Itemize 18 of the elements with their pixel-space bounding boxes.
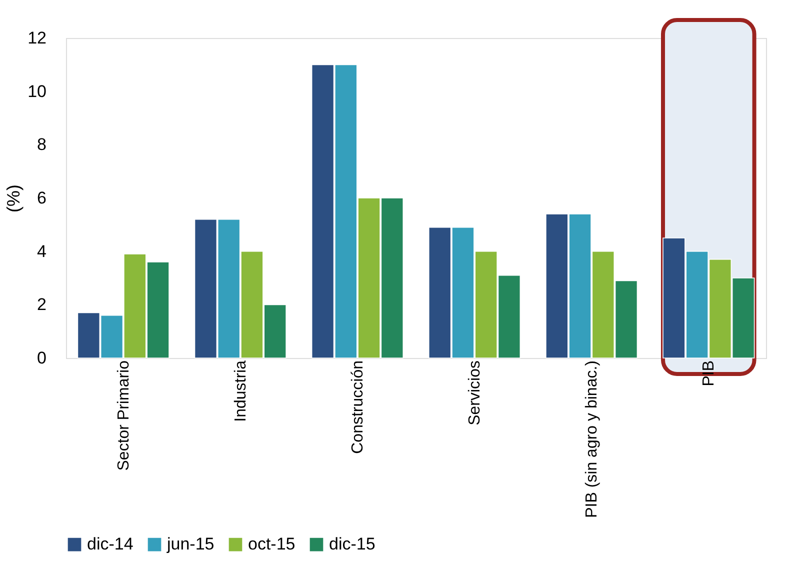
legend-label: dic-14	[87, 534, 134, 554]
legend-label: oct-15	[248, 534, 296, 554]
y-tick-label: 8	[37, 135, 46, 154]
x-tick-label: PIB	[700, 360, 718, 386]
y-tick-label: 2	[37, 295, 46, 314]
legend-label: dic-15	[329, 534, 376, 554]
x-tick-label: PIB (sin agro y binac.)	[584, 360, 601, 518]
x-tick-label: Servicios	[466, 360, 484, 426]
y-tick-label: 4	[37, 242, 46, 261]
y-tick-label: 12	[28, 28, 46, 48]
legend-label: jun-15	[166, 534, 214, 554]
x-tick-label: Sector Primario	[115, 360, 132, 471]
x-tick-label: Construcción	[349, 360, 366, 454]
x-tick-label: Industria	[232, 360, 250, 422]
y-tick-label: 10	[28, 82, 46, 101]
y-tick-label: 0	[37, 348, 46, 368]
y-tick-label: 6	[37, 188, 46, 208]
y-axis-title: (%)	[4, 184, 24, 212]
